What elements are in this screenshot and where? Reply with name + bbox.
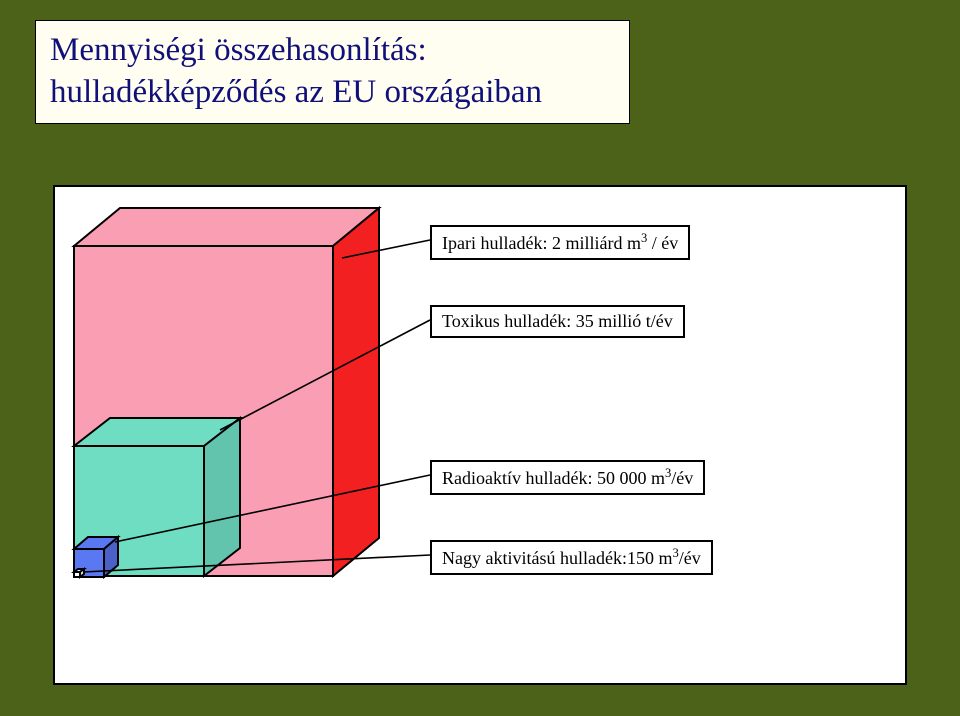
title-line1: Mennyiségi összehasonlítás: [50, 32, 427, 68]
ipari-label: Ipari hulladék: 2 milliárd m3 / év [430, 225, 690, 260]
radioaktiv-label: Radioaktív hulladék: 50 000 m3/év [430, 460, 705, 495]
toxikus-label-leader [220, 320, 430, 430]
title-text: Mennyiségi összehasonlítás: hulladékképz… [50, 29, 601, 113]
nagyaktiv-label: Nagy aktivitású hulladék:150 m3/év [430, 540, 713, 575]
title-line2: hulladékképződés az EU országaiban [50, 74, 542, 110]
nagyaktiv-label-leader [83, 555, 430, 572]
slide: Mennyiségi összehasonlítás: hulladékképz… [0, 0, 960, 716]
title-box: Mennyiségi összehasonlítás: hulladékképz… [35, 20, 630, 124]
ipari-label-leader [342, 240, 430, 258]
radioaktiv-label-leader [115, 475, 430, 542]
toxikus-label: Toxikus hulladék: 35 millió t/év [430, 305, 685, 338]
